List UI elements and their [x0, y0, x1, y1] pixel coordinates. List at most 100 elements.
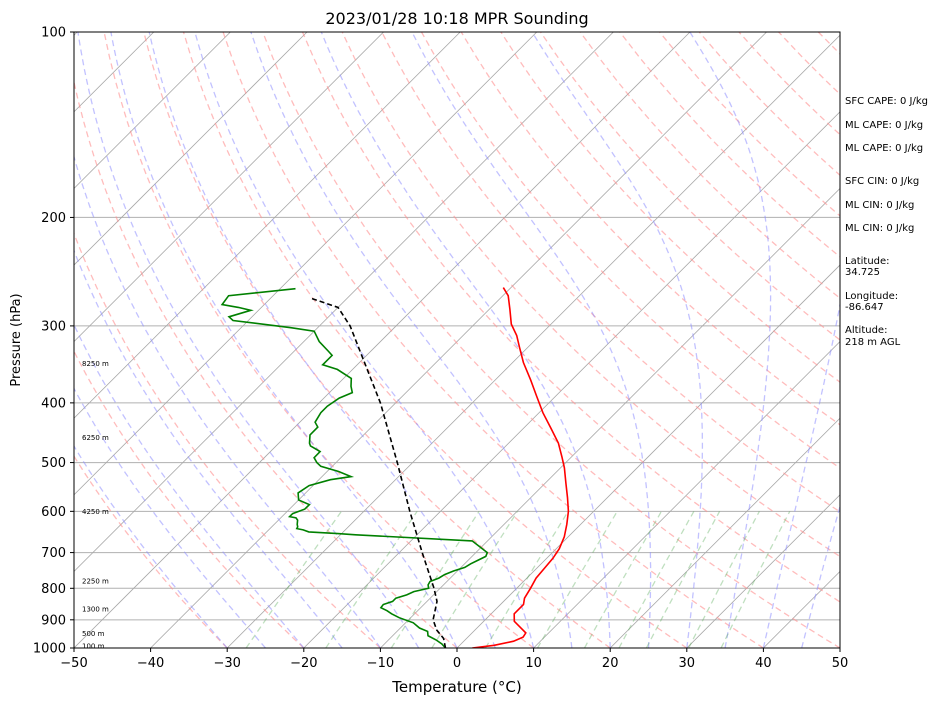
isotherm-line: [456, 264, 840, 648]
y-tick-label: 900: [41, 613, 66, 628]
longitude-value: -86.647: [845, 302, 884, 313]
x-tick-label: 20: [602, 656, 619, 671]
isotherm-line: [74, 32, 231, 189]
isotherm-line: [686, 494, 840, 648]
dry-adiabat-line: [74, 231, 381, 648]
moist-adiabat-line: [801, 504, 840, 648]
y-tick-label: 100: [41, 26, 66, 41]
y-tick-label: 400: [41, 396, 66, 411]
axis-ticks: −50 −40 −30 −20 −10 0 10 20 30 40 50 1000 900 800 700 6…: [33, 26, 848, 672]
height-label: 6250 m: [82, 434, 109, 442]
moist-adiabat-line: [320, 32, 611, 648]
mixing-ratio-line: [536, 510, 618, 648]
height-labels: 100 m 500 m 1300 m 2250 m 4250 m 6250 m 8250 m: [82, 360, 109, 651]
sfc-cin-text: SFC CIN: 0 J/kg: [845, 176, 919, 187]
altitude-label: Altitude:: [845, 325, 887, 336]
mixing-ratio-line: [583, 510, 662, 648]
moist-adiabat-line: [110, 32, 458, 648]
mixing-ratio-line: [688, 510, 760, 648]
isotherm-line: [609, 417, 840, 648]
isotherm-line: [380, 187, 840, 648]
temperature-trace: [472, 287, 570, 648]
moist-adiabat-line: [74, 154, 381, 648]
chart-title: 2023/01/28 10:18 MPR Sounding: [325, 9, 588, 28]
x-axis-label: Temperature (°C): [391, 678, 521, 696]
y-tick-label: 200: [41, 211, 66, 226]
info-panel: SFC CAPE: 0 J/kg ML CAPE: 0 J/kg ML CAPE…: [845, 96, 928, 348]
mixing-ratio-line: [325, 510, 418, 648]
height-label: 8250 m: [82, 360, 109, 368]
ml-cin-text: ML CIN: 0 J/kg: [845, 200, 914, 211]
dry-adiabat-line: [143, 32, 611, 648]
parcel-trace: [309, 296, 447, 648]
isotherm-line: [0, 32, 1, 648]
dry-adiabat-line: [74, 79, 458, 648]
moist-adiabat-line: [762, 301, 840, 648]
dry-adiabat-line: [182, 32, 688, 648]
ml-cin-text-2: ML CIN: 0 J/kg: [845, 223, 914, 234]
dry-adiabat-line: [103, 32, 534, 648]
isotherm-line: [533, 341, 840, 648]
isotherm-line: [74, 32, 614, 572]
height-label: 1300 m: [82, 606, 109, 614]
mixing-ratio-line: [245, 510, 342, 648]
x-tick-label: −30: [213, 656, 240, 671]
isotherm-line: [74, 32, 384, 343]
moist-adiabat-line: [74, 387, 266, 648]
x-tick-label: 30: [679, 656, 696, 671]
moist-adiabat-line: [411, 32, 652, 648]
x-tick-label: 50: [832, 656, 849, 671]
mixing-ratio-line: [484, 510, 569, 648]
sounding-traces: [220, 287, 570, 648]
moist-adiabat-line: [74, 444, 228, 648]
mixing-ratio-line: [720, 511, 791, 648]
sfc-cape-text: SFC CAPE: 0 J/kg: [845, 96, 928, 107]
x-tick-label: −50: [60, 656, 87, 671]
moist-adiabat-line: [250, 32, 573, 648]
moist-adiabat-line: [74, 248, 343, 648]
isotherm-line: [74, 32, 461, 419]
ml-cape-text: ML CAPE: 0 J/kg: [845, 120, 923, 131]
moist-adiabat-line: [77, 32, 420, 648]
latitude-value: 34.725: [845, 267, 880, 278]
height-label: 100 m: [82, 643, 105, 651]
isotherm-line: [74, 32, 538, 496]
y-axis-label: Pressure (hPa): [9, 293, 24, 386]
moist-adiabat-line: [689, 32, 772, 648]
dewpoint-trace: [220, 287, 489, 648]
isotherm-line: [74, 32, 308, 266]
height-label: 4250 m: [82, 508, 109, 516]
height-label: 500 m: [82, 630, 105, 638]
y-tick-label: 500: [41, 456, 66, 471]
isotherm-line: [150, 32, 767, 648]
y-tick-label: 700: [41, 546, 66, 561]
x-tick-label: −40: [137, 656, 164, 671]
mixing-ratio-line: [431, 510, 519, 648]
dry-adiabat-line: [262, 32, 840, 648]
dry-adiabat-line: [579, 32, 840, 300]
x-tick-label: 10: [525, 656, 542, 671]
latitude-label: Latitude:: [845, 256, 890, 267]
moist-adiabat-line: [194, 32, 535, 648]
y-tick-label: 600: [41, 505, 66, 520]
isotherm-line: [303, 111, 840, 648]
mixing-ratio-line: [645, 510, 721, 648]
ml-cape-text-2: ML CAPE: 0 J/kg: [845, 143, 923, 154]
altitude-value: 218 m AGL: [845, 337, 901, 348]
moist-adiabat-line: [148, 32, 496, 648]
x-tick-label: −20: [290, 656, 317, 671]
dry-adiabat-line: [74, 454, 228, 648]
x-tick-label: 0: [453, 656, 461, 671]
dry-adiabat-line: [74, 349, 305, 648]
y-tick-label: 800: [41, 582, 66, 597]
height-label: 2250 m: [82, 577, 109, 585]
mixing-ratio-line: [618, 510, 695, 648]
background-lines: [0, 32, 840, 648]
longitude-label: Longitude:: [845, 291, 898, 302]
x-tick-label: −10: [367, 656, 394, 671]
isotherm-line: [226, 34, 840, 648]
y-tick-label: 300: [41, 319, 66, 334]
dry-adiabat-line: [222, 32, 764, 648]
x-tick-label: 40: [755, 656, 772, 671]
